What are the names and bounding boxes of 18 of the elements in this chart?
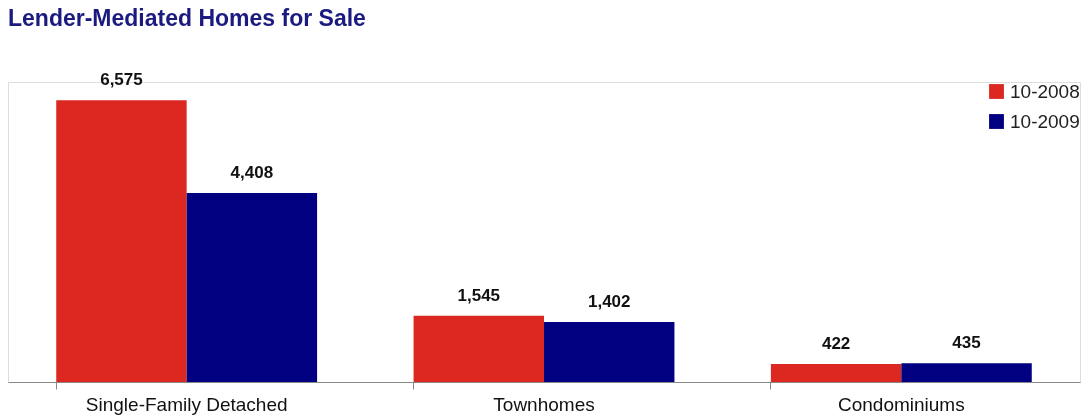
data-label: 6,575 xyxy=(100,70,143,90)
chart-title: Lender-Mediated Homes for Sale xyxy=(8,5,366,32)
bar xyxy=(901,363,1032,382)
data-label: 422 xyxy=(821,333,851,353)
bar xyxy=(413,315,544,382)
x-tick-label: Townhomes xyxy=(493,393,595,415)
x-tick-label: Condominiums xyxy=(837,393,965,415)
data-label: 1,545 xyxy=(457,285,501,305)
data-label: 435 xyxy=(952,333,981,353)
bar xyxy=(544,321,675,382)
legend-label: 10-2008 xyxy=(1010,80,1080,102)
data-label: 4,408 xyxy=(230,163,274,183)
x-tick-label: Single-Family Detached xyxy=(85,393,288,415)
bar xyxy=(770,363,902,382)
bar xyxy=(186,193,318,382)
legend-label: 10-2009 xyxy=(1010,110,1080,132)
bar xyxy=(56,100,187,382)
data-label: 1,402 xyxy=(587,291,631,311)
